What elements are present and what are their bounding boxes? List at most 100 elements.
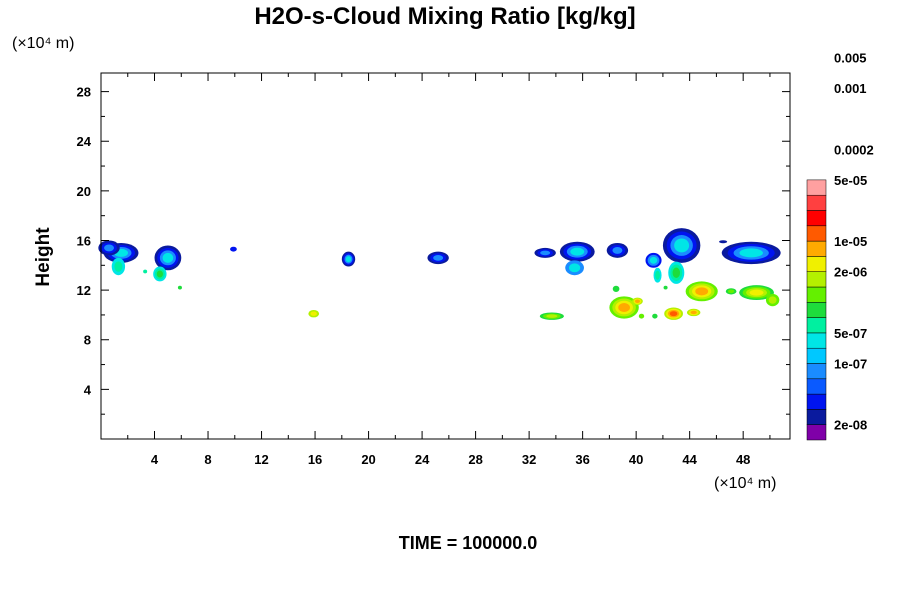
colorbar-swatch bbox=[806, 256, 827, 272]
x-tick-label: 36 bbox=[575, 452, 589, 467]
cloud-region bbox=[230, 246, 237, 252]
colorbar-label: 0.005 bbox=[834, 51, 867, 66]
cloud-region bbox=[645, 252, 662, 268]
contour-fill bbox=[674, 238, 690, 253]
contour-fill bbox=[719, 240, 728, 244]
x-tick-label: 32 bbox=[522, 452, 536, 467]
colorbar-swatch bbox=[806, 393, 827, 410]
contour-fill bbox=[739, 248, 763, 258]
colorbar-swatch bbox=[806, 302, 827, 318]
contour-fill bbox=[345, 256, 352, 263]
contour-fill bbox=[162, 252, 174, 263]
cloud-region bbox=[427, 251, 449, 265]
y-tick-label: 20 bbox=[77, 184, 91, 199]
cloud-region bbox=[686, 308, 701, 317]
cloud-region bbox=[153, 266, 167, 282]
x-tick-label: 12 bbox=[254, 452, 268, 467]
x-tick-label: 28 bbox=[468, 452, 482, 467]
colorbar-label: 2e-06 bbox=[834, 265, 867, 280]
colorbar-swatch bbox=[806, 286, 827, 303]
x-tick-label: 16 bbox=[308, 452, 322, 467]
contour-fill bbox=[652, 313, 658, 319]
y-axis-label: Height bbox=[33, 227, 54, 287]
x-tick-label: 4 bbox=[151, 452, 159, 467]
cloud-region bbox=[154, 245, 182, 271]
colorbar-swatch bbox=[806, 424, 827, 441]
colorbar-label: 0.0002 bbox=[834, 142, 874, 157]
colorbar-swatch bbox=[806, 409, 827, 425]
colorbar-label: 5e-07 bbox=[834, 326, 867, 341]
colorbar-swatch bbox=[806, 363, 827, 380]
cloud-region bbox=[721, 241, 781, 265]
cloud-region bbox=[664, 307, 683, 320]
cloud-region bbox=[739, 285, 774, 301]
contour-fill bbox=[156, 270, 163, 278]
cloud-region bbox=[638, 313, 645, 319]
x-tick-label: 44 bbox=[682, 452, 697, 467]
contour-fill bbox=[612, 285, 620, 292]
colorbar-swatch bbox=[806, 194, 827, 211]
cloud-region bbox=[341, 251, 356, 267]
colorbar-label: 5e-05 bbox=[834, 173, 867, 188]
x-unit-label: (×10⁴ m) bbox=[714, 475, 776, 492]
contour-fill bbox=[618, 303, 630, 312]
contour-fill bbox=[612, 246, 623, 254]
colorbar-swatch bbox=[806, 347, 827, 364]
cloud-region bbox=[663, 285, 668, 290]
contour-fill bbox=[655, 270, 660, 280]
contour-fill bbox=[663, 285, 668, 290]
contour-fill bbox=[433, 254, 444, 261]
contour-fill bbox=[749, 289, 764, 296]
cloud-region bbox=[606, 242, 629, 258]
colorbar-swatch bbox=[806, 225, 827, 242]
cloud-region bbox=[98, 240, 120, 256]
contour-fill bbox=[230, 246, 237, 252]
y-tick-label: 16 bbox=[77, 233, 91, 248]
cloud-region bbox=[177, 285, 182, 290]
chart-title: H2O-s-Cloud Mixing Ratio [kg/kg] bbox=[254, 3, 635, 30]
cloud-region bbox=[565, 260, 584, 276]
contour-fill bbox=[669, 311, 678, 317]
x-tick-label: 20 bbox=[361, 452, 375, 467]
x-tick-label: 8 bbox=[204, 452, 211, 467]
x-tick-label: 24 bbox=[415, 452, 430, 467]
cloud-region bbox=[652, 313, 658, 319]
cloud-region bbox=[653, 267, 662, 283]
colorbar-label: 2e-08 bbox=[834, 418, 867, 433]
contour-fill bbox=[672, 267, 681, 278]
y-tick-label: 8 bbox=[84, 333, 91, 348]
colorbar-swatch bbox=[806, 317, 827, 334]
y-tick-label: 24 bbox=[77, 134, 92, 149]
contour-fill bbox=[546, 314, 558, 318]
colorbar-swatch bbox=[806, 240, 827, 257]
colorbar-label: 1e-07 bbox=[834, 357, 867, 372]
colorbar-label: 1e-05 bbox=[834, 234, 867, 249]
colorbar-swatch bbox=[806, 210, 827, 227]
cloud-region bbox=[539, 312, 564, 320]
contour-fill bbox=[634, 299, 640, 304]
plot-frame bbox=[100, 72, 791, 440]
contour-fill bbox=[114, 261, 123, 272]
cloud-region bbox=[719, 240, 728, 244]
cloud-region bbox=[111, 257, 126, 276]
contour-fill bbox=[638, 313, 645, 319]
cloud-region bbox=[612, 285, 620, 292]
cloud-region bbox=[559, 241, 595, 262]
colorbar-swatch bbox=[806, 332, 827, 349]
cloud-region bbox=[609, 296, 639, 319]
y-unit-label: (×10⁴ m) bbox=[12, 35, 74, 52]
cloud-region bbox=[143, 269, 148, 274]
y-tick-label: 4 bbox=[84, 382, 92, 397]
cloud-region bbox=[308, 309, 320, 318]
cloud-region bbox=[632, 297, 643, 306]
contour-fill bbox=[540, 250, 551, 256]
cloud-region bbox=[534, 247, 556, 258]
contour-fill bbox=[649, 256, 658, 264]
y-tick-label: 28 bbox=[77, 85, 91, 100]
contour-fill bbox=[768, 296, 777, 304]
colorbar-label: 0.001 bbox=[834, 81, 867, 96]
contour-fill bbox=[568, 263, 581, 273]
cloud-region bbox=[685, 281, 718, 302]
contour-fill bbox=[690, 310, 697, 315]
